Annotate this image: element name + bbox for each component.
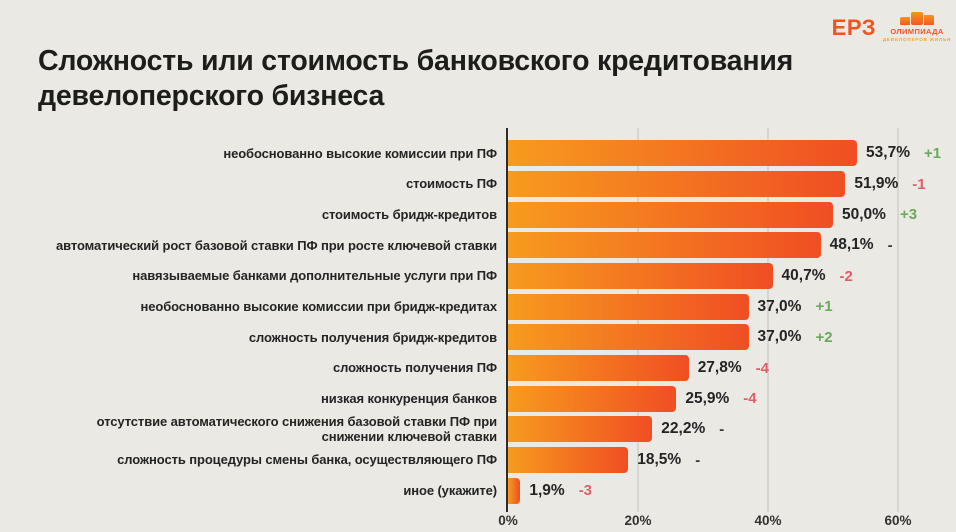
chart-rows: необоснованно высокие комиссии при ПФ 53,… <box>0 138 956 506</box>
header-logos: ЕРЗ ОЛИМПИАДА ДЕВЕЛОПЕРОВ ЖИЛЬЯ <box>831 11 950 42</box>
category-label: необоснованно высокие комиссии при бридж… <box>140 299 497 315</box>
bar-row: сложность получения бридж-кредитов 37,0% +… <box>0 322 956 353</box>
bar <box>508 385 677 412</box>
value-label: 37,0% <box>757 297 802 315</box>
podium-icon <box>900 11 934 25</box>
change-indicator: +1 <box>815 298 833 316</box>
value-label: 53,7% <box>866 144 910 162</box>
category-label: стоимость ПФ <box>405 176 497 192</box>
change-indicator: +2 <box>815 328 833 346</box>
olympiad-logo-subtext: ДЕВЕЛОПЕРОВ ЖИЛЬЯ <box>882 37 952 42</box>
olympiad-logo: ОЛИМПИАДА ДЕВЕЛОПЕРОВ ЖИЛЬЯ <box>883 11 950 42</box>
category-label: стоимость бридж-кредитов <box>321 207 497 223</box>
value-label: 18,5% <box>637 451 682 469</box>
bar <box>508 232 821 259</box>
bar-row: иное (укажите) 1,9% -3 <box>0 475 956 506</box>
bar <box>508 293 749 320</box>
bar-row: стоимость бридж-кредитов 50,0% +3 <box>0 199 956 230</box>
gridline <box>637 128 639 512</box>
bar-row: сложность получения ПФ 27,8% -4 <box>0 353 956 384</box>
bar-row: отсутствие автоматического снижения базо… <box>0 414 956 445</box>
bar-row: низкая конкуренция банков 25,9% -4 <box>0 383 956 414</box>
bar <box>508 171 846 197</box>
value-label: 22,2% <box>661 420 706 438</box>
x-tick-label: 0% <box>498 513 518 528</box>
value-label: 25,9% <box>685 389 730 407</box>
change-indicator: +1 <box>924 144 942 162</box>
bar-row: навязываемые банками дополнительные услу… <box>0 261 956 292</box>
bar <box>508 416 653 443</box>
bar-row: сложность процедуры смены банка, осущест… <box>0 445 956 476</box>
category-label: сложность получения ПФ <box>333 360 497 376</box>
change-indicator: -1 <box>912 175 926 193</box>
category-label: сложность получения бридж-кредитов <box>248 329 497 345</box>
gridline <box>897 128 899 512</box>
value-label: 40,7% <box>781 267 826 285</box>
erz-logo: ЕРЗ <box>831 15 876 40</box>
change-indicator: - <box>695 451 701 469</box>
y-axis-line <box>506 128 508 512</box>
x-tick-label: 20% <box>624 513 652 528</box>
value-label: 27,8% <box>697 359 742 377</box>
change-indicator: -4 <box>743 390 757 408</box>
change-indicator: -3 <box>578 482 593 500</box>
category-label: навязываемые банками дополнительные услу… <box>132 268 497 284</box>
bar-row: необоснованно высокие комиссии при бридж… <box>0 291 956 322</box>
change-indicator: - <box>887 236 893 254</box>
x-tick-label: 40% <box>754 513 782 528</box>
bar <box>508 477 521 504</box>
category-label: сложность процедуры смены банка, осущест… <box>117 452 497 468</box>
value-label: 1,9% <box>529 481 565 499</box>
value-label: 48,1% <box>829 236 874 254</box>
change-indicator: -2 <box>839 267 853 285</box>
bar-row: автоматический рост базовой ставки ПФ пр… <box>0 230 956 261</box>
category-label: отсутствие автоматического снижения базо… <box>96 414 497 445</box>
page-title: Сложность или стоимость банковского кред… <box>38 45 794 112</box>
value-label: 50,0% <box>842 205 886 223</box>
bar <box>508 263 773 290</box>
category-label: автоматический рост базовой ставки ПФ пр… <box>56 237 497 253</box>
change-indicator: -4 <box>755 359 769 377</box>
bar <box>508 324 749 351</box>
olympiad-logo-title: ОЛИМПИАДА <box>890 27 944 36</box>
bar-row: стоимость ПФ 51,9% -1 <box>0 169 956 200</box>
bar <box>508 355 689 382</box>
x-tick-label: 60% <box>884 513 912 528</box>
bar-row: необоснованно высокие комиссии при ПФ 53,… <box>0 138 956 169</box>
value-label: 37,0% <box>757 328 802 346</box>
bar <box>508 201 833 228</box>
change-indicator: +3 <box>899 206 918 224</box>
category-label: низкая конкуренция банков <box>320 391 497 407</box>
category-label: иное (укажите) <box>403 483 497 499</box>
category-label: необоснованно высокие комиссии при ПФ <box>223 145 497 161</box>
change-indicator: - <box>719 420 725 438</box>
gridline <box>767 128 769 512</box>
bar <box>508 140 858 167</box>
bar <box>508 447 629 474</box>
value-label: 51,9% <box>854 175 899 192</box>
